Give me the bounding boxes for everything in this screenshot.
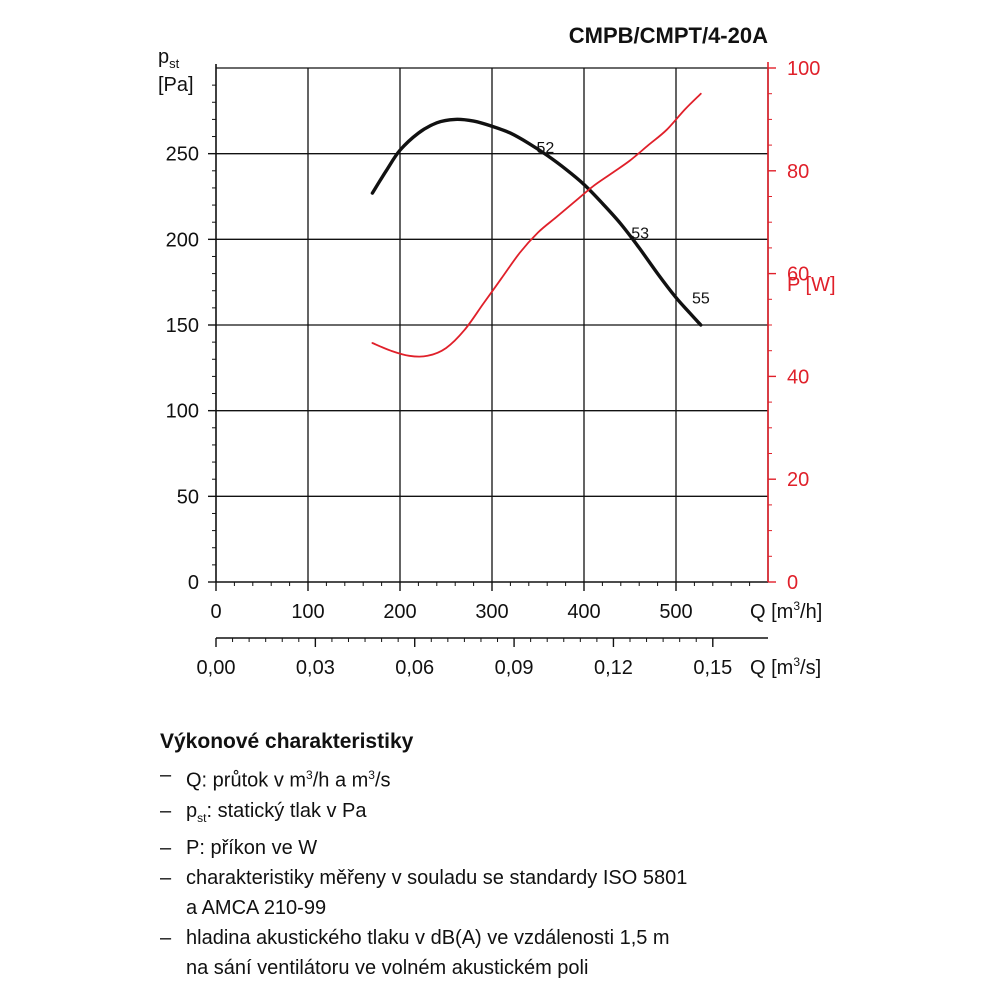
x-axis-label-m3h: Q [m3/h] xyxy=(750,599,822,623)
x-tick-label-m3h: 500 xyxy=(659,601,692,623)
y-left-axis-label: pst xyxy=(158,46,180,71)
x-tick-label-m3h: 0 xyxy=(210,601,221,623)
y-right-tick-label: 20 xyxy=(787,469,809,491)
y-left-tick-label: 200 xyxy=(166,229,199,251)
y-right-tick-label: 0 xyxy=(787,572,798,594)
notes-list: Q: průtok v m3/h a m3/s pst: statický tl… xyxy=(160,760,960,983)
x-tick-label-m3s: 0,00 xyxy=(197,657,236,679)
y-left-tick-label: 0 xyxy=(188,572,199,594)
note-sound-level: hladina akustického tlaku v dB(A) ve vzd… xyxy=(160,923,960,983)
x-tick-label-m3h: 400 xyxy=(567,601,600,623)
y-left-tick-label: 250 xyxy=(166,144,199,166)
data-series xyxy=(370,92,703,358)
grid-lines xyxy=(216,67,769,582)
fan-performance-chart: 0 50 100 150 200 250 0 20 40 60 80 100 0 100 200 300 400… xyxy=(158,23,836,679)
x-tick-label-m3s: 0,06 xyxy=(395,657,434,679)
curve-annotation: 52 xyxy=(536,140,554,157)
y-right-axis-label: P [W] xyxy=(787,274,836,296)
x-axis-label-m3s: Q [m3/s] xyxy=(750,655,821,679)
x-tick-label-m3h: 200 xyxy=(383,601,416,623)
note-power: P: příkon ve W xyxy=(160,833,960,863)
x-tick-label-m3h: 100 xyxy=(291,601,324,623)
notes-heading: Výkonové charakteristiky xyxy=(160,730,414,753)
chart-title: CMPB/CMPT/4-20A xyxy=(569,23,768,48)
axes xyxy=(208,62,776,647)
y-left-tick-label: 100 xyxy=(166,401,199,423)
x-tick-label-m3s: 0,09 xyxy=(495,657,534,679)
note-static-pressure: pst: statický tlak v Pa xyxy=(160,796,960,833)
y-left-tick-label: 150 xyxy=(166,315,199,337)
performance-notes: Výkonové charakteristiky Q: průtok v m3/… xyxy=(160,728,960,983)
curve-annotation: 55 xyxy=(692,291,710,308)
y-right-tick-label: 100 xyxy=(787,58,820,80)
curve-annotation: 53 xyxy=(631,225,649,242)
y-left-tick-label: 50 xyxy=(177,486,199,508)
note-flow: Q: průtok v m3/h a m3/s xyxy=(160,760,960,796)
pressure-curve xyxy=(370,117,703,327)
tick-labels: 0 50 100 150 200 250 0 20 40 60 80 100 0 100 200 300 400… xyxy=(166,58,821,679)
y-right-tick-label: 80 xyxy=(787,161,809,183)
note-standards: charakteristiky měřeny v souladu se stan… xyxy=(160,863,960,923)
x-tick-label-m3s: 0,03 xyxy=(296,657,335,679)
x-tick-label-m3h: 300 xyxy=(475,601,508,623)
y-right-tick-label: 60 xyxy=(787,264,809,286)
x-tick-label-m3s: 0,12 xyxy=(594,657,633,679)
y-right-tick-label: 40 xyxy=(787,366,809,388)
power-curve xyxy=(371,92,702,358)
y-left-axis-unit: [Pa] xyxy=(158,74,194,96)
x-tick-label-m3s: 0,15 xyxy=(693,657,732,679)
